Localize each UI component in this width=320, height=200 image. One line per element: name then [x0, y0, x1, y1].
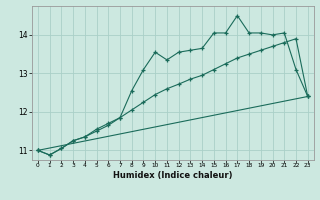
X-axis label: Humidex (Indice chaleur): Humidex (Indice chaleur): [113, 171, 233, 180]
